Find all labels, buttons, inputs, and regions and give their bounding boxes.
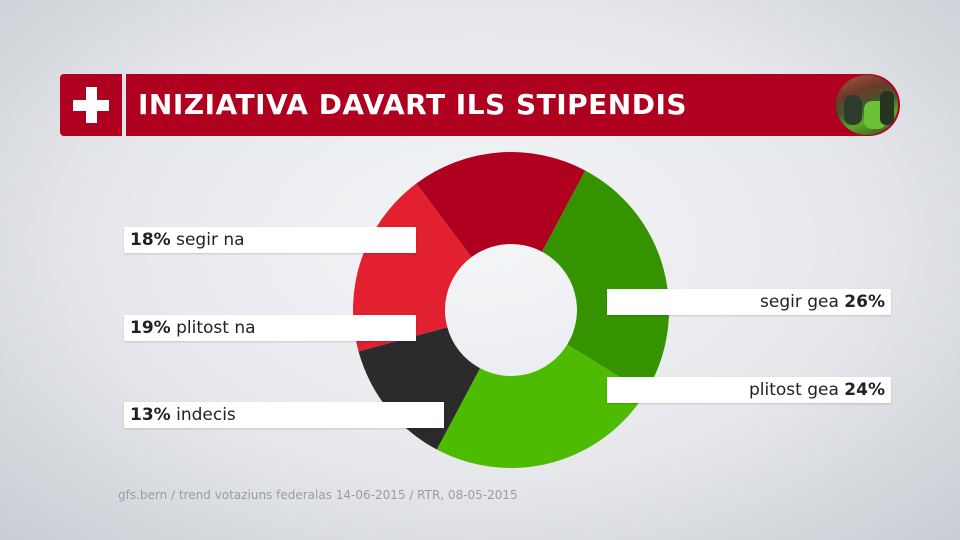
slice-indecis	[358, 327, 481, 450]
label-plitost-gea: plitost gea 24%	[607, 377, 891, 403]
slice-plitost-gea	[436, 344, 646, 468]
label-indecis-pct: 13%	[130, 405, 171, 425]
label-plitost-na-text: plitost na	[176, 318, 256, 338]
label-plitost-gea-pct: 24%	[844, 380, 885, 400]
label-plitost-na-pct: 19%	[130, 318, 171, 338]
label-plitost-na: 19% plitost na	[124, 315, 416, 341]
label-segir-na: 18% segir na	[124, 227, 416, 253]
label-indecis: 13% indecis	[124, 402, 444, 428]
label-segir-na-text: segir na	[176, 230, 245, 250]
label-plitost-gea-text: plitost gea	[748, 380, 839, 400]
slice-segir-gea	[541, 170, 669, 393]
label-segir-gea-text: segir gea	[760, 292, 839, 312]
slice-plitost-na	[353, 183, 472, 352]
crowd-photo-thumbnail	[836, 75, 898, 135]
label-segir-gea: segir gea 26%	[607, 289, 891, 315]
label-segir-gea-pct: 26%	[844, 292, 885, 312]
slice-segir-na	[416, 152, 586, 258]
swiss-flag-icon	[60, 74, 122, 136]
label-indecis-text: indecis	[176, 405, 236, 425]
label-segir-na-pct: 18%	[130, 230, 171, 250]
cross-horizontal	[73, 100, 109, 111]
page-title: INIZIATIVA DAVART ILS STIPENDIS	[138, 88, 688, 121]
title-bar: INIZIATIVA DAVART ILS STIPENDIS	[126, 74, 900, 136]
source-note: gfs.bern / trend votaziuns federalas 14-…	[118, 488, 518, 502]
